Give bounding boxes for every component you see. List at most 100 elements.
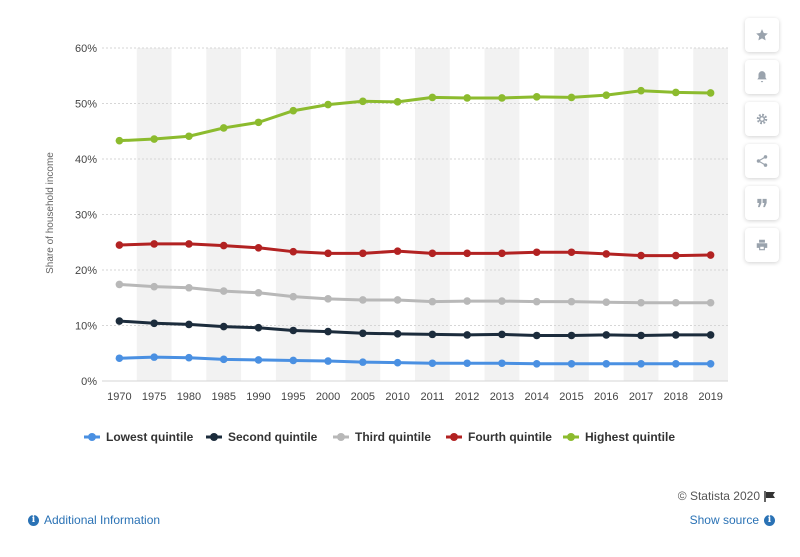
data-point[interactable] [672,331,680,339]
data-point[interactable] [115,136,124,145]
data-point[interactable] [393,296,402,304]
data-point[interactable] [498,94,506,102]
data-point[interactable] [428,249,437,258]
data-point[interactable] [359,329,367,338]
data-point[interactable] [150,282,158,291]
data-point[interactable] [637,251,645,260]
data-point[interactable] [324,100,332,109]
data-point[interactable] [289,247,298,256]
data-point[interactable] [428,359,437,368]
data-point[interactable] [185,283,193,292]
data-point[interactable] [185,132,193,141]
data-point[interactable] [219,287,228,295]
data-point[interactable] [219,322,228,331]
data-point[interactable] [532,359,541,368]
legend-item[interactable]: Third quintile [333,430,431,444]
data-point[interactable] [706,331,715,339]
data-point[interactable] [324,295,332,303]
show-source-link[interactable]: Show source i [690,513,775,527]
data-point[interactable] [115,317,124,325]
data-point[interactable] [706,251,715,259]
data-point[interactable] [602,298,611,306]
data-point[interactable] [115,354,124,363]
data-point[interactable] [428,330,437,339]
print-button[interactable] [745,228,779,262]
data-point[interactable] [185,320,193,329]
data-point[interactable] [254,288,263,297]
data-point[interactable] [567,248,576,257]
data-point[interactable] [185,240,193,248]
data-point[interactable] [219,355,228,364]
data-point[interactable] [324,327,332,336]
data-point[interactable] [463,331,471,339]
data-point[interactable] [532,248,541,257]
data-point[interactable] [359,249,367,258]
data-point[interactable] [115,241,124,249]
favorite-button[interactable] [745,18,779,52]
data-point[interactable] [115,280,124,289]
data-point[interactable] [463,297,471,305]
data-point[interactable] [463,359,471,368]
data-point[interactable] [289,356,298,365]
data-point[interactable] [254,244,263,252]
data-point[interactable] [637,298,645,307]
data-point[interactable] [672,359,680,368]
data-point[interactable] [602,359,611,368]
data-point[interactable] [637,86,645,95]
settings-button[interactable] [745,102,779,136]
data-point[interactable] [150,240,158,248]
data-point[interactable] [428,297,437,306]
data-point[interactable] [567,331,576,340]
data-point[interactable] [637,331,645,340]
data-point[interactable] [498,297,506,305]
data-point[interactable] [185,353,193,362]
legend-item[interactable]: Fourth quintile [446,430,552,444]
data-point[interactable] [393,358,402,367]
data-point[interactable] [289,292,298,301]
data-point[interactable] [150,319,158,328]
data-point[interactable] [463,249,471,258]
data-point[interactable] [393,247,402,255]
data-point[interactable] [602,91,611,99]
data-point[interactable] [567,93,576,102]
data-point[interactable] [428,93,437,102]
legend-item[interactable]: Lowest quintile [84,430,194,444]
cite-button[interactable] [745,186,779,220]
legend-item[interactable]: Second quintile [206,430,318,444]
data-point[interactable] [672,298,680,307]
data-point[interactable] [289,106,298,115]
data-point[interactable] [324,357,332,365]
data-point[interactable] [532,331,541,340]
legend-item[interactable]: Highest quintile [563,430,675,444]
data-point[interactable] [532,297,541,306]
data-point[interactable] [567,359,576,368]
data-point[interactable] [359,296,367,304]
data-point[interactable] [463,94,471,102]
data-point[interactable] [219,124,228,132]
data-point[interactable] [672,251,680,260]
data-point[interactable] [567,297,576,306]
data-point[interactable] [359,97,367,106]
data-point[interactable] [602,331,611,339]
data-point[interactable] [393,98,402,106]
data-point[interactable] [706,298,715,307]
data-point[interactable] [219,241,228,250]
data-point[interactable] [254,356,263,364]
additional-information-link[interactable]: i Additional Information [28,513,160,527]
data-point[interactable] [254,323,263,332]
data-point[interactable] [150,353,158,361]
data-point[interactable] [254,118,263,127]
data-point[interactable] [532,93,541,101]
data-point[interactable] [706,359,715,368]
data-point[interactable] [150,135,158,143]
data-point[interactable] [289,326,298,335]
data-point[interactable] [498,249,506,258]
data-point[interactable] [706,89,715,97]
share-button[interactable] [745,144,779,178]
data-point[interactable] [359,358,367,366]
data-point[interactable] [672,88,680,97]
data-point[interactable] [324,249,332,258]
data-point[interactable] [602,250,611,258]
data-point[interactable] [498,330,506,339]
data-point[interactable] [498,359,506,368]
